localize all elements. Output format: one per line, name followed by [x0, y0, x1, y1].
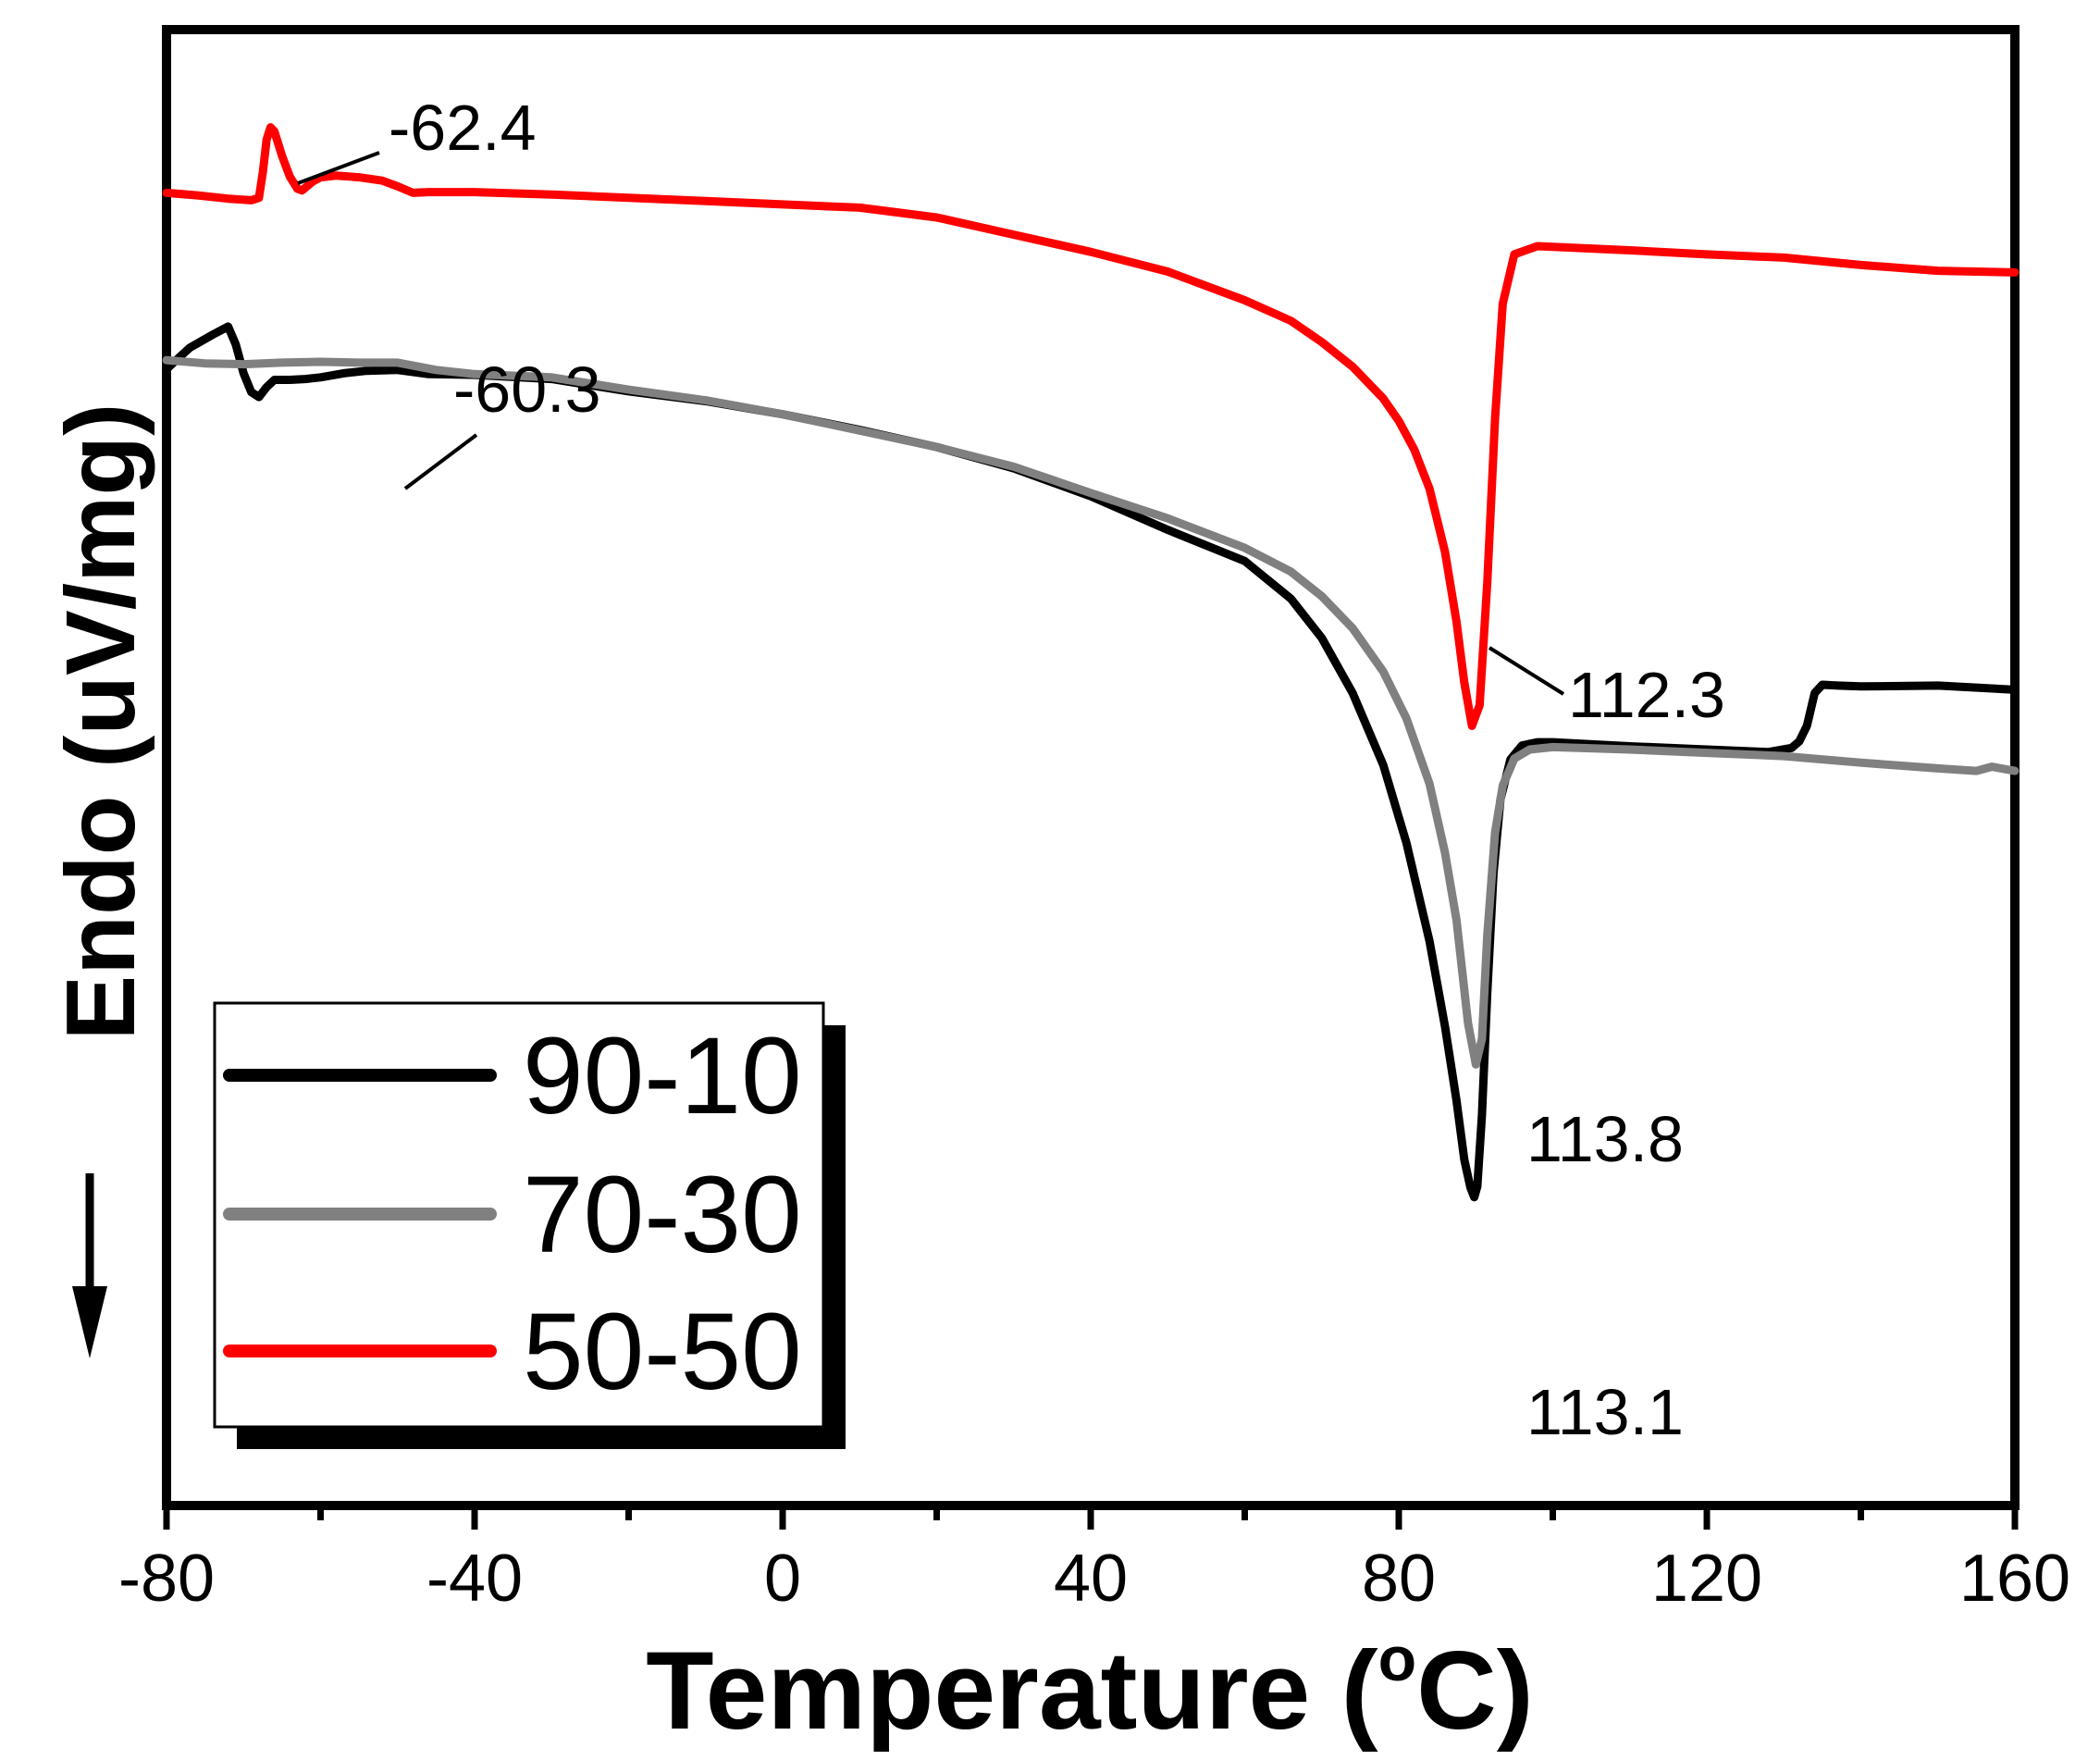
legend-label-50-50: 50-50 [523, 1291, 802, 1413]
series-line-70-30 [162, 355, 2020, 1069]
x-tick-labels: -80 -40 0 40 80 120 160 [118, 1542, 2070, 1616]
endo-down-arrow-icon [72, 1173, 107, 1358]
x-axis-title: Temperature (oC) [646, 1624, 1533, 1753]
x-tick-label: -80 [118, 1542, 215, 1616]
series-group [162, 123, 2020, 1202]
x-tick-label: 120 [1651, 1542, 1762, 1616]
leader-112-3 [1488, 646, 1565, 696]
annotation-113-8: 113.8 [1526, 1103, 1684, 1175]
x-tick-label: -40 [426, 1542, 523, 1616]
legend-label-70-30: 70-30 [523, 1154, 802, 1276]
legend-label-90-10: 90-10 [523, 1015, 802, 1137]
annotation-60-3: -60.3 [453, 353, 601, 426]
leader-62-4 [297, 151, 380, 185]
legend: 90-10 70-30 50-50 [213, 1001, 846, 1449]
x-tick-label: 40 [1054, 1542, 1128, 1616]
annotation-112-3: 112.3 [1568, 659, 1725, 731]
y-axis-title: Endo (uV/mg) [46, 403, 155, 1041]
annotation-113-1: 113.1 [1526, 1376, 1684, 1448]
x-ticks [163, 1506, 2019, 1530]
x-tick-label: 80 [1362, 1542, 1436, 1616]
leader-60-3 [403, 433, 478, 490]
x-tick-label: 0 [764, 1542, 801, 1616]
annotation-leaders [297, 151, 1565, 696]
annotation-62-4: -62.4 [389, 92, 537, 164]
series-line-50-50 [162, 123, 2020, 730]
x-tick-label: 160 [1959, 1542, 2070, 1616]
